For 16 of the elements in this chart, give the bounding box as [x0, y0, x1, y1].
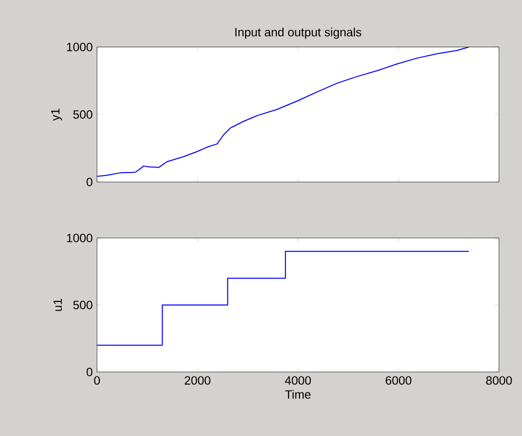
y-tick-label: 1000 [67, 234, 92, 242]
line-series [97, 46, 470, 177]
y-axis-title: y1 [51, 108, 62, 121]
y-tick-label: 500 [73, 300, 92, 310]
x-tick-label: 8000 [486, 376, 512, 385]
x-tick-label: 2000 [184, 376, 210, 385]
x-axis-title: Time [285, 390, 311, 399]
y-tick-label: 500 [73, 110, 92, 119]
y-axis-title: u1 [54, 298, 62, 311]
y-tick-label: 0 [86, 178, 92, 186]
y-tick-label: 1000 [67, 42, 92, 52]
x-tick-label: 0 [94, 376, 100, 385]
x-tick-label: 4000 [284, 376, 311, 385]
x-tick-label: 6000 [386, 376, 412, 385]
y-tick-label: 0 [86, 368, 92, 376]
chart-title: Input and output signals [235, 28, 362, 39]
